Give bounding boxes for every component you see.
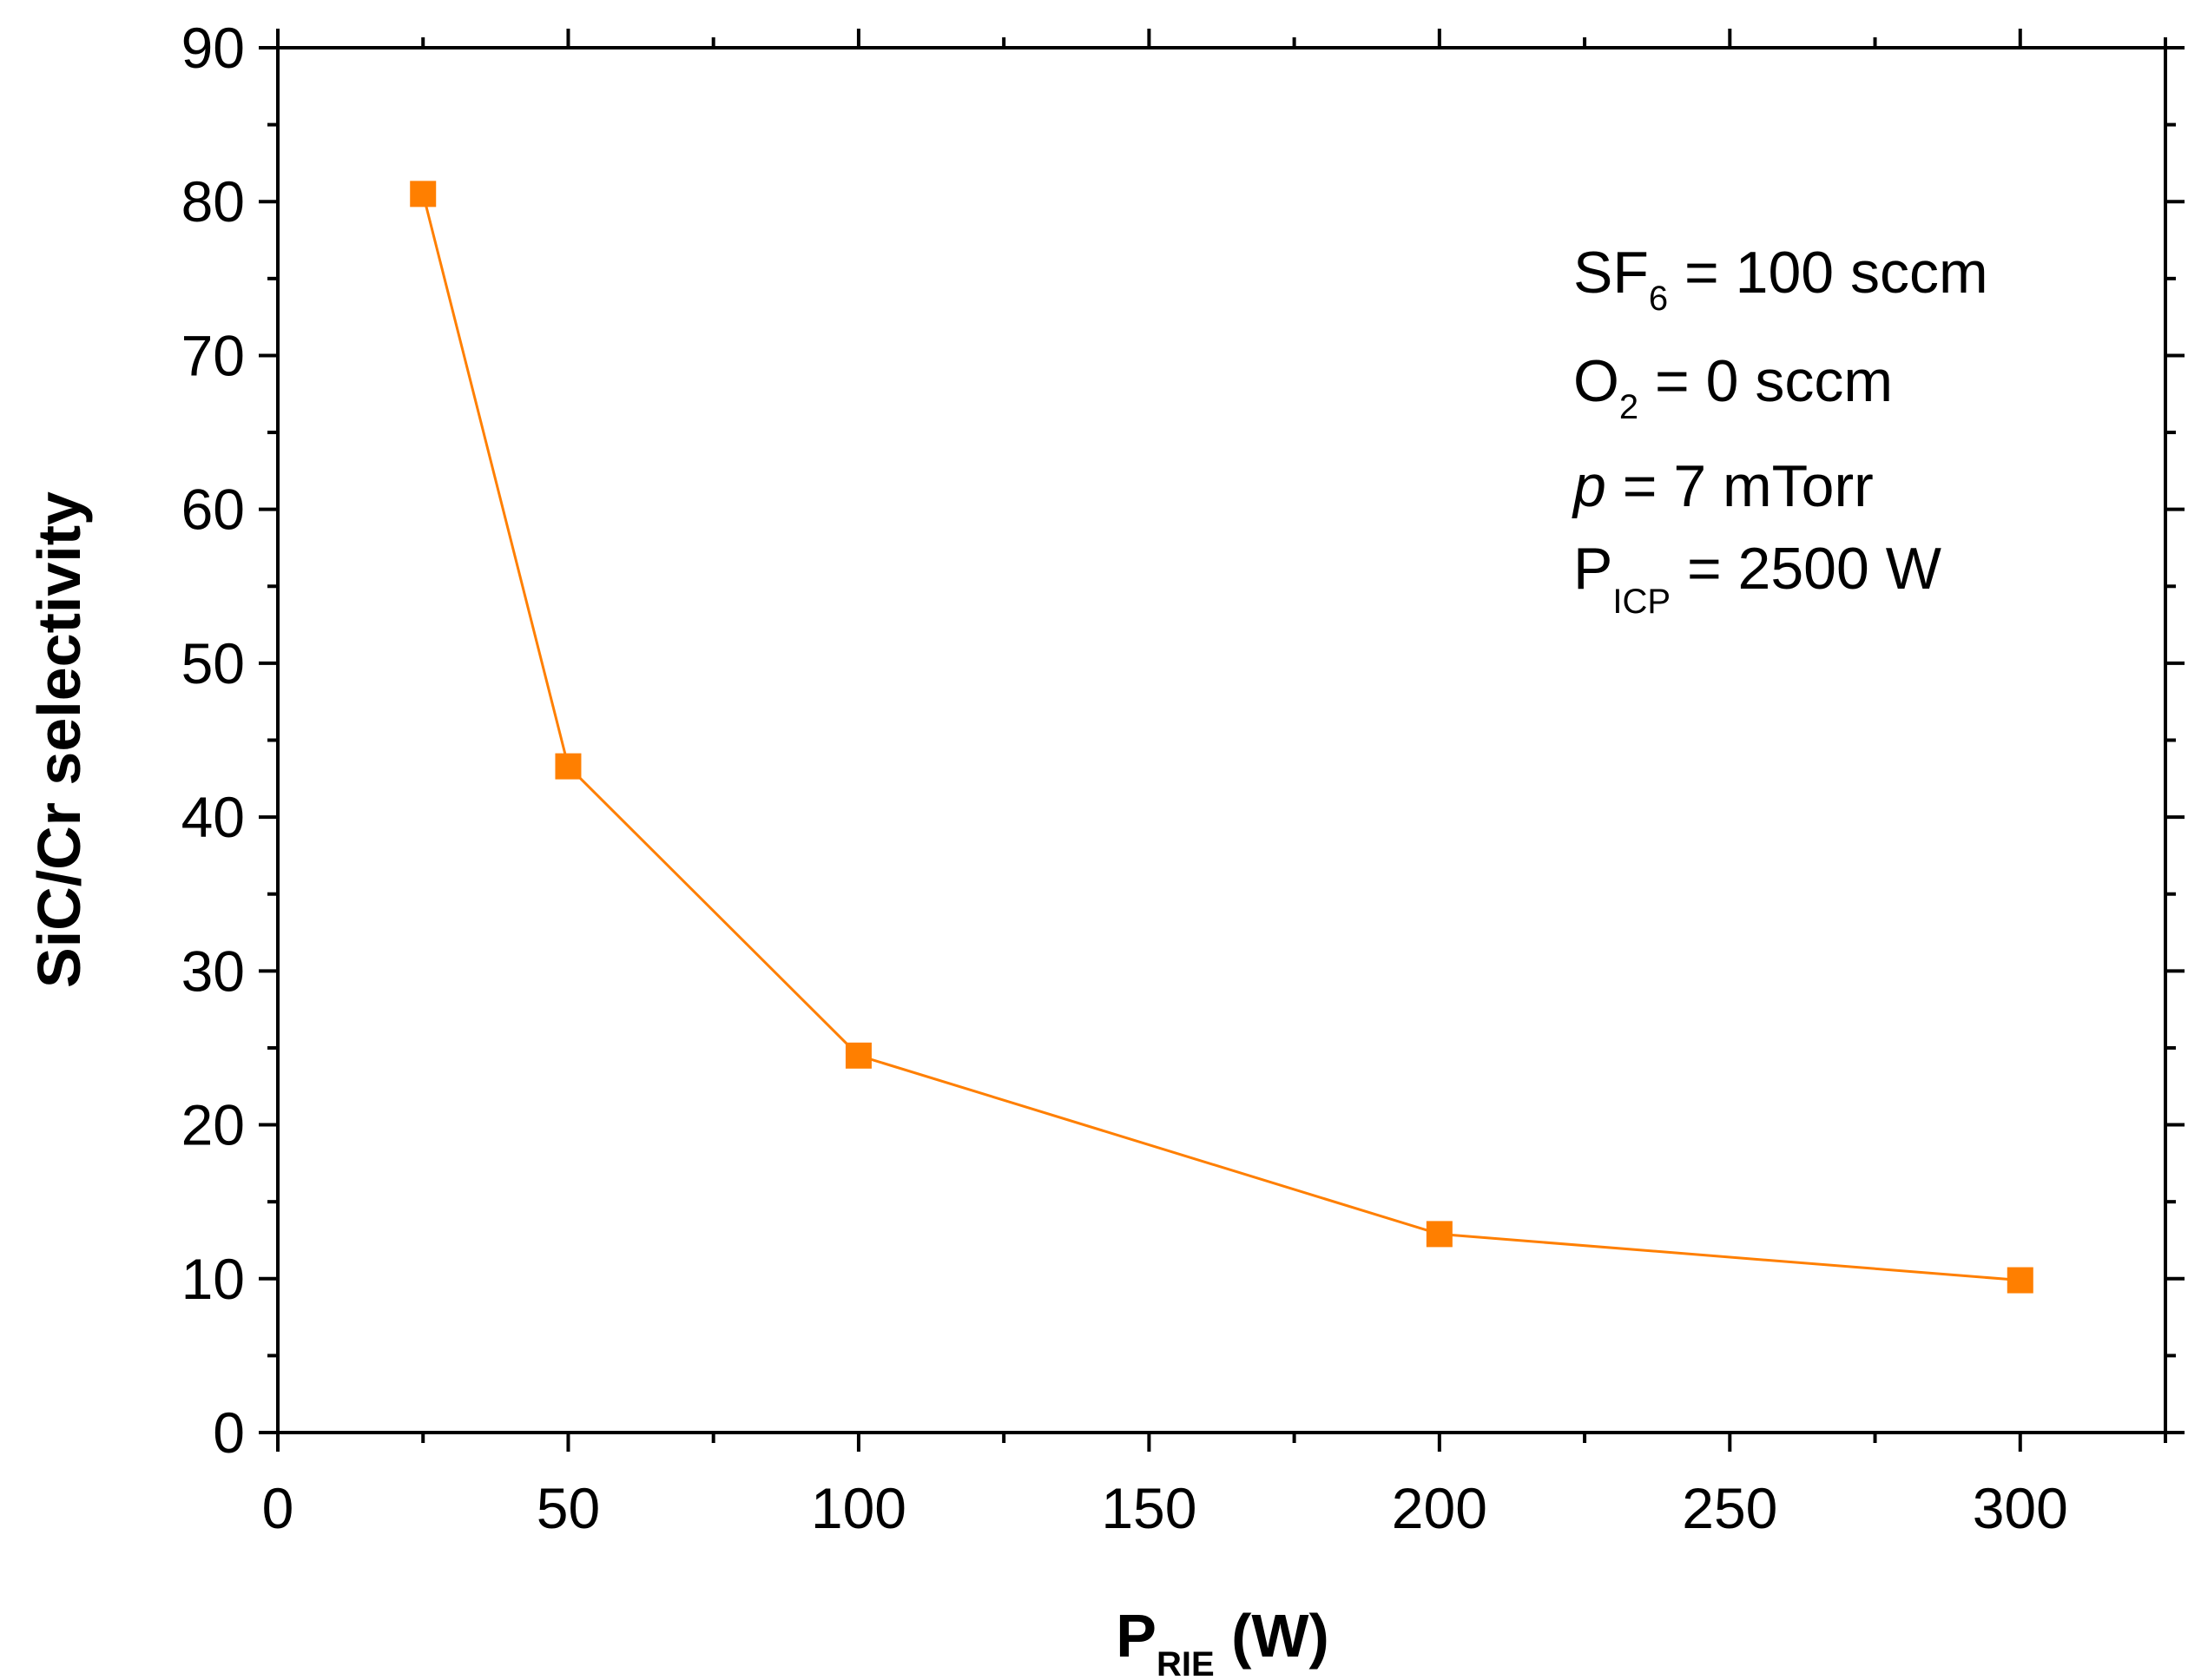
y-tick-label: 20 bbox=[181, 1093, 245, 1157]
annotation-sf6-sub: 6 bbox=[1649, 280, 1668, 318]
x-tick-label: 250 bbox=[1682, 1476, 1777, 1540]
x-tick-label: 100 bbox=[811, 1476, 906, 1540]
x-tick-label: 200 bbox=[1392, 1476, 1487, 1540]
y-tick-label: 70 bbox=[181, 323, 245, 387]
x-axis-title-main: P bbox=[1116, 1602, 1157, 1670]
axis-tick-labels: 0 50 100 150 200 250 300 0 10 20 30 40 50 60 70 80 90 bbox=[181, 16, 2068, 1540]
annotation-picp-pre: P bbox=[1573, 536, 1612, 602]
y-tick-label: 10 bbox=[181, 1247, 245, 1311]
annotation-o2: O2 = 0 sccm bbox=[1573, 348, 1893, 426]
annotation-o2-pre: O bbox=[1573, 348, 1619, 414]
annotation-pressure-italic: p bbox=[1572, 453, 1606, 519]
x-tick-label: 0 bbox=[262, 1476, 294, 1540]
annotation-picp: PICP = 2500 W bbox=[1573, 536, 1941, 621]
data-point-marker bbox=[410, 181, 437, 208]
data-point-marker bbox=[2007, 1267, 2033, 1294]
x-tick-label: 300 bbox=[1973, 1476, 2068, 1540]
y-axis-title: SiC/Cr selectivity bbox=[25, 491, 93, 988]
x-axis-title-tail: (W) bbox=[1215, 1602, 1329, 1670]
annotation-o2-sub: 2 bbox=[1619, 388, 1638, 426]
x-tick-label: 150 bbox=[1101, 1476, 1196, 1540]
annotation-picp-sub: ICP bbox=[1612, 583, 1671, 621]
annotation-sf6: SF6 = 100 sccm bbox=[1573, 240, 1988, 318]
y-tick-label: 40 bbox=[181, 785, 245, 849]
annotation-picp-post: = 2500 W bbox=[1671, 536, 1941, 602]
x-axis-title-sub: RIE bbox=[1157, 1645, 1215, 1680]
y-tick-label: 80 bbox=[181, 169, 245, 234]
x-tick-label: 50 bbox=[537, 1476, 600, 1540]
annotation-sf6-pre: SF bbox=[1573, 240, 1649, 306]
y-tick-label: 90 bbox=[181, 16, 245, 80]
y-tick-label: 60 bbox=[181, 478, 245, 542]
axis-ticks bbox=[259, 29, 2185, 1452]
y-tick-label: 50 bbox=[181, 631, 245, 695]
annotation-sf6-post: = 100 sccm bbox=[1668, 240, 1988, 306]
data-point-marker bbox=[845, 1042, 872, 1069]
conditions-annotation: SF6 = 100 sccm O2 = 0 sccm p = 7 mTorr P… bbox=[1572, 240, 1988, 621]
data-series bbox=[410, 181, 2033, 1294]
data-point-marker bbox=[1426, 1221, 1453, 1248]
annotation-pressure: p = 7 mTorr bbox=[1572, 453, 1874, 519]
x-axis-title: PRIE (W) bbox=[1116, 1602, 1329, 1680]
annotation-o2-post: = 0 sccm bbox=[1638, 348, 1893, 414]
data-point-marker bbox=[555, 753, 582, 780]
y-tick-label: 0 bbox=[213, 1400, 245, 1465]
annotation-pressure-post: = 7 mTorr bbox=[1606, 453, 1874, 519]
y-tick-label: 30 bbox=[181, 939, 245, 1003]
